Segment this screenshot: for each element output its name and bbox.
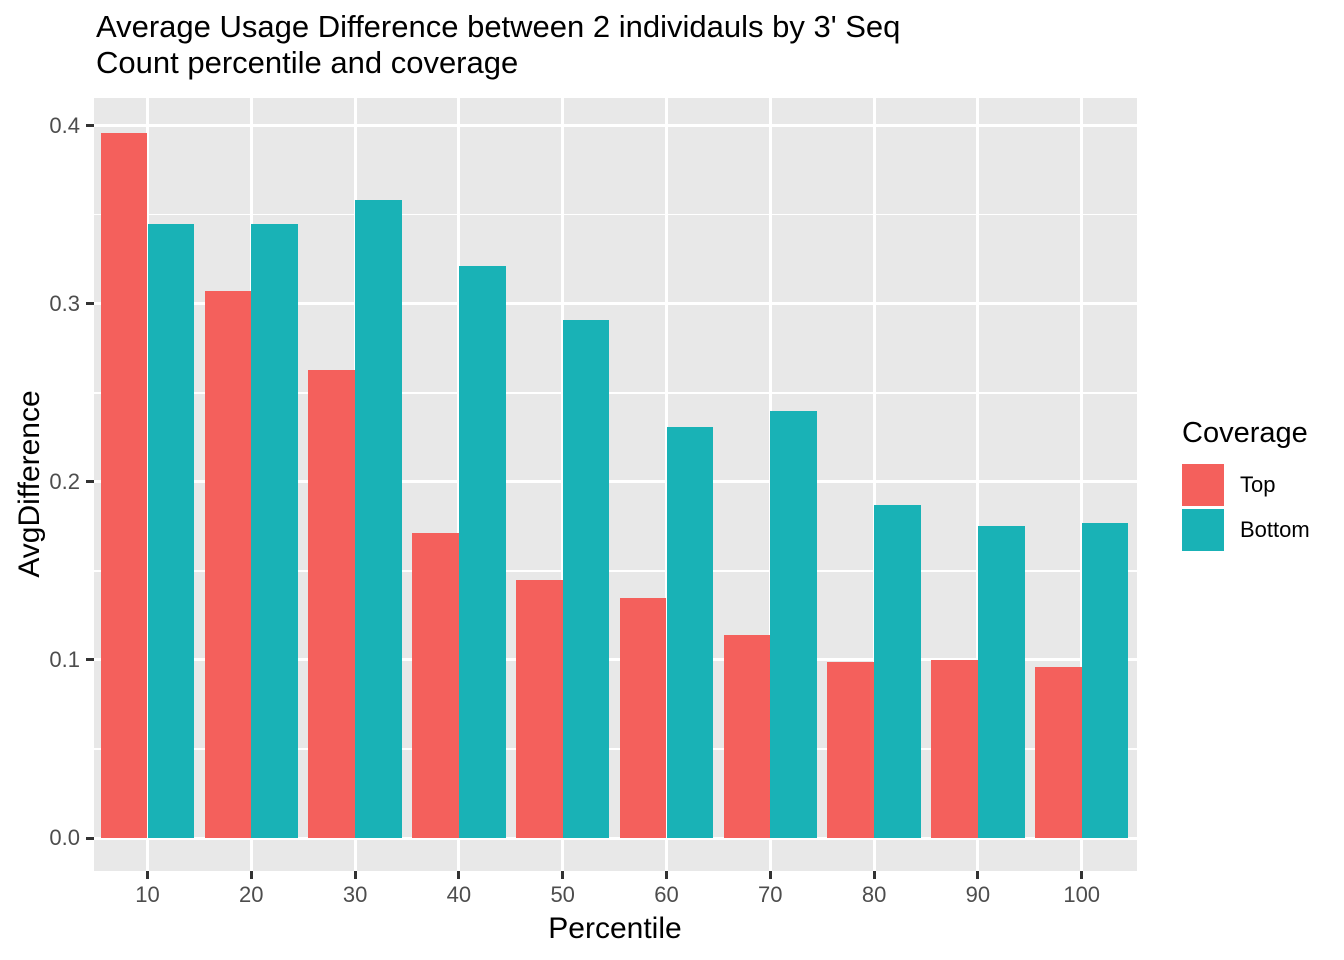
x-tick-mark-60 — [665, 871, 668, 879]
bar-bottom-p100 — [1081, 522, 1129, 838]
x-tick-label-50: 50 — [550, 882, 575, 907]
chart-title-line-1: Average Usage Difference between 2 indiv… — [96, 9, 901, 44]
x-tick-mark-80 — [872, 871, 876, 879]
x-tick-mark-70 — [768, 871, 772, 879]
bar-bottom-p60 — [666, 426, 714, 838]
y-tick-label-0.2: 0.2 — [49, 468, 80, 494]
gridline-horizontal-major — [94, 124, 1137, 128]
bar-bottom-p70 — [770, 410, 817, 838]
gridline-horizontal-major — [94, 658, 1137, 662]
legend-item-bottom: Bottom — [1182, 509, 1310, 551]
gridline-horizontal-major — [94, 836, 1137, 840]
x-tick-mark-100 — [1080, 871, 1084, 879]
bar-bottom-p30 — [355, 200, 402, 838]
y-tick-mark-0.0 — [86, 836, 94, 840]
legend-swatch-top-icon — [1182, 464, 1224, 506]
bar-bottom-p80 — [874, 504, 921, 838]
x-tick-label-90: 90 — [965, 882, 991, 907]
y-tick-mark-0.4 — [86, 124, 94, 128]
y-tick-mark-0.2 — [86, 480, 94, 484]
legend-title: Coverage — [1182, 417, 1308, 449]
bar-bottom-p40 — [458, 266, 506, 838]
y-tick-label-0.3: 0.3 — [49, 290, 80, 316]
y-tick-label-0.0: 0.0 — [49, 825, 80, 850]
x-tick-label-40: 40 — [446, 882, 472, 907]
x-tick-label-80: 80 — [861, 882, 887, 907]
gridline-vertical-major — [976, 98, 980, 871]
gridline-horizontal-major — [94, 302, 1137, 306]
bar-bottom-p50 — [562, 319, 610, 838]
bar-top-p30 — [308, 369, 356, 838]
gridline-horizontal-minor — [94, 748, 1137, 750]
y-axis-title: AvgDifference — [13, 390, 46, 578]
x-tick-mark-20 — [249, 871, 253, 879]
y-tick-label-0.4: 0.4 — [49, 112, 80, 138]
gridline-horizontal-minor — [94, 392, 1137, 394]
legend-label-bottom: Bottom — [1240, 517, 1310, 542]
bar-top-p60 — [619, 597, 667, 838]
bar-top-p50 — [516, 579, 563, 838]
gridline-vertical-major — [872, 98, 876, 871]
x-tick-label-60: 60 — [654, 882, 679, 907]
legend-swatch-bottom-icon — [1182, 509, 1224, 551]
x-tick-mark-40 — [457, 871, 461, 879]
bar-top-p80 — [827, 661, 875, 838]
x-tick-label-20: 20 — [239, 882, 264, 907]
x-tick-label-10: 10 — [135, 882, 160, 907]
bar-top-p70 — [723, 634, 771, 838]
bar-top-p90 — [931, 659, 978, 838]
bar-bottom-p20 — [251, 223, 298, 838]
bar-top-p40 — [412, 533, 459, 838]
gridline-horizontal-minor — [94, 570, 1137, 572]
y-tick-mark-0.1 — [86, 658, 94, 662]
x-tick-mark-30 — [353, 871, 357, 879]
x-tick-label-30: 30 — [342, 882, 368, 907]
gridline-vertical-major — [1080, 98, 1084, 871]
legend: Coverage Top Bottom — [1182, 417, 1310, 554]
bar-top-p10 — [100, 132, 148, 838]
y-tick-label-0.1: 0.1 — [49, 646, 80, 672]
bar-bottom-p10 — [147, 223, 195, 838]
x-tick-label-100: 100 — [1063, 882, 1101, 907]
plot-panel — [94, 98, 1137, 871]
x-tick-mark-90 — [976, 871, 980, 879]
gridline-horizontal-minor — [94, 213, 1137, 216]
bar-top-p20 — [204, 291, 252, 838]
x-tick-label-70: 70 — [758, 882, 783, 907]
chart-title: Average Usage Difference between 2 indiv… — [96, 9, 900, 81]
x-tick-mark-10 — [146, 871, 149, 879]
bar-top-p100 — [1035, 667, 1082, 838]
chart-title-line-2: Count percentile and coverage — [96, 45, 519, 80]
x-axis-title: Percentile — [548, 912, 682, 945]
bar-bottom-p90 — [977, 526, 1025, 838]
legend-item-top: Top — [1182, 464, 1310, 506]
legend-label-top: Top — [1240, 472, 1276, 497]
gridline-horizontal-major — [94, 480, 1137, 484]
y-tick-mark-0.3 — [86, 302, 94, 306]
x-tick-mark-50 — [561, 871, 565, 879]
